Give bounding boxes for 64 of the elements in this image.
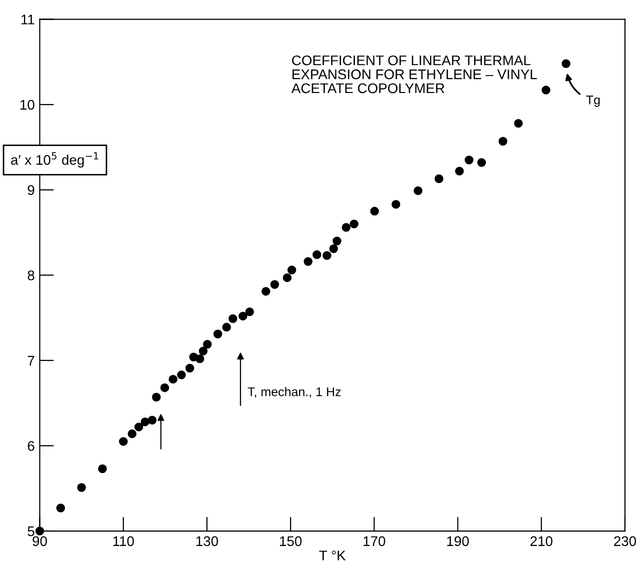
annotation: Tg — [586, 96, 600, 107]
point — [282, 273, 292, 282]
x-tick-label: 170 — [364, 536, 386, 546]
point — [160, 383, 170, 392]
point — [168, 374, 178, 384]
point — [332, 236, 342, 246]
point — [477, 158, 486, 167]
point — [414, 186, 422, 196]
point — [222, 322, 231, 332]
point — [464, 156, 474, 164]
x-axis-title: T °K — [319, 550, 346, 560]
point — [498, 136, 508, 146]
x-tick-label: 190 — [447, 536, 469, 546]
point — [287, 266, 296, 274]
x-tick-label: 110 — [113, 536, 134, 546]
x-tick-label: 90 — [32, 536, 47, 546]
point — [185, 364, 194, 372]
point — [455, 166, 464, 176]
text: COEFFICIENT OF LINEAR THERMAL EXPANSION FOR ETHYLENE – VINYL ACETATE COPOLYMER — [291, 55, 537, 94]
y-tick-label: 9 — [28, 185, 34, 196]
point — [350, 220, 358, 228]
point — [434, 174, 444, 184]
y-tick-label: 5 — [28, 526, 34, 536]
x-tick-label: 130 — [196, 536, 218, 546]
point — [77, 483, 86, 492]
point — [329, 244, 338, 254]
point — [198, 346, 208, 356]
x-tick-label: 230 — [614, 536, 636, 546]
y-tick-label: 7 — [28, 356, 34, 366]
point — [228, 314, 238, 324]
y-axis-title: a′ x 10$^{5}$ deg$^{−1}$ — [11, 152, 98, 168]
point — [270, 280, 280, 289]
point — [514, 118, 523, 128]
point — [304, 257, 312, 266]
point — [177, 370, 186, 380]
y-tick-label: 8 — [28, 270, 34, 280]
point — [262, 286, 270, 296]
point — [140, 417, 150, 426]
point — [245, 307, 254, 316]
point — [312, 250, 322, 260]
point — [562, 59, 570, 68]
point — [148, 416, 157, 425]
point — [203, 340, 212, 349]
x-tick-label: 210 — [530, 536, 552, 546]
point — [322, 251, 332, 260]
annotation: T, mechan., 1 Hz — [248, 387, 341, 398]
point — [392, 200, 400, 209]
point — [152, 392, 161, 402]
point — [128, 429, 136, 438]
point — [238, 312, 248, 320]
x-tick-label: 150 — [280, 536, 302, 546]
point — [195, 354, 204, 364]
point — [35, 526, 44, 536]
point — [542, 86, 550, 94]
point — [56, 504, 66, 512]
point — [342, 223, 351, 232]
y-tick-label: 11 — [22, 14, 34, 24]
y-tick-label: 10 — [20, 100, 34, 110]
point — [118, 437, 128, 446]
point — [134, 422, 144, 432]
point — [98, 464, 107, 474]
y-tick-label: 6 — [28, 441, 34, 451]
point — [213, 330, 222, 338]
point — [370, 206, 379, 216]
